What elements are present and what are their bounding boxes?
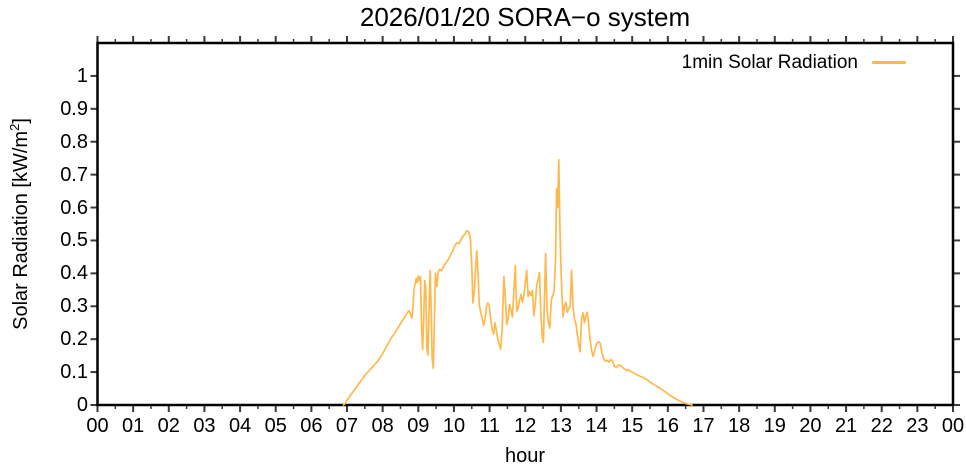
x-tick-label: 05	[264, 415, 287, 437]
x-tick-label: 20	[799, 415, 822, 437]
x-tick-label: 21	[834, 415, 858, 437]
y-tick-label: 0.7	[60, 163, 88, 186]
x-tick-label: 13	[549, 415, 573, 437]
x-tick-label: 16	[656, 415, 679, 437]
x-tick-label: 09	[407, 415, 430, 437]
x-tick-label: 04	[228, 415, 252, 437]
y-tick-label: 0.1	[60, 361, 88, 384]
x-tick-label: 10	[442, 415, 466, 437]
legend: 1min Solar Radiation	[682, 52, 906, 73]
y-tick-label: 0.6	[60, 196, 88, 219]
x-tick-label: 14	[585, 415, 608, 437]
x-tick-label: 12	[514, 415, 537, 437]
y-tick-label: 0.9	[60, 97, 88, 120]
y-tick-label: 0.8	[60, 130, 88, 153]
y-tick-label: 0.2	[60, 328, 88, 351]
y-tick-label: 0.4	[60, 262, 88, 285]
x-tick-label: 01	[122, 415, 145, 437]
legend-label: 1min Solar Radiation	[681, 52, 858, 73]
x-tick-label: 19	[763, 415, 786, 437]
y-tick-label: 0.3	[60, 295, 88, 318]
x-tick-label: 06	[300, 415, 323, 437]
x-tick-label: 23	[906, 415, 929, 437]
chart-title: 2026/01/20 SORA−o system	[359, 2, 691, 32]
x-tick-label: 22	[870, 415, 893, 437]
legend-line-sample	[872, 61, 906, 64]
x-tick-label: 00	[941, 415, 965, 437]
x-tick-label: 02	[157, 415, 180, 437]
y-tick-label: 1	[76, 64, 88, 87]
x-tick-label: 17	[692, 415, 715, 437]
x-tick-label: 08	[371, 415, 394, 437]
x-axis-title: hour	[504, 445, 546, 467]
x-tick-label: 00	[86, 415, 109, 437]
x-tick-label: 07	[335, 415, 359, 437]
x-tick-label: 18	[728, 415, 751, 437]
y-tick-label: 0.5	[60, 229, 88, 252]
plot-frame	[96, 41, 955, 407]
y-tick-label: 0	[76, 394, 88, 416]
x-tick-label: 11	[479, 415, 500, 437]
y-axis-title-superscript: 2	[7, 123, 23, 131]
radiation-line	[342, 158, 693, 406]
x-tick-label: 03	[193, 415, 216, 437]
x-tick-label: 15	[621, 415, 644, 437]
